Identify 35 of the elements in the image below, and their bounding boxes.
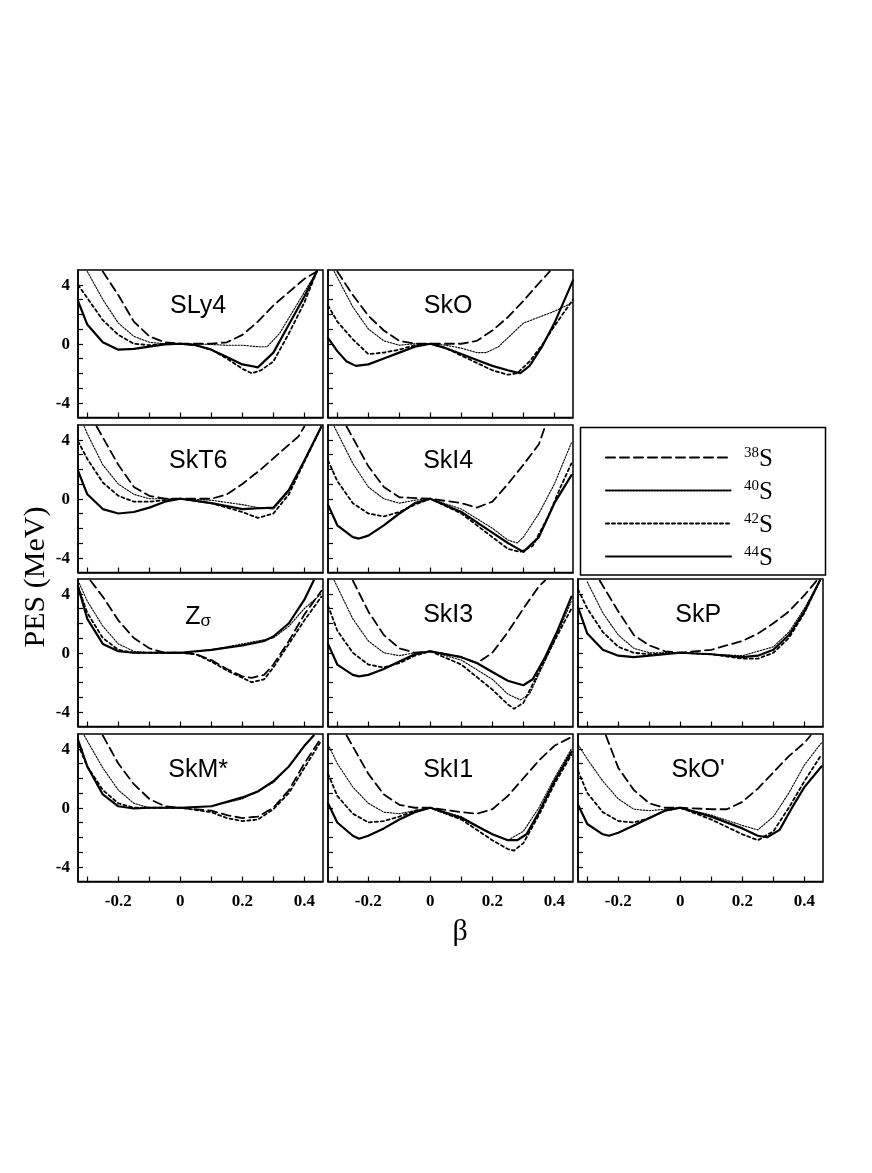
x-tick-label: 0.4: [543, 890, 566, 909]
x-tick-label: 0: [675, 890, 685, 909]
text: SkO': [670, 753, 725, 781]
y-tick-label: -4: [55, 547, 70, 567]
text: SkI4: [422, 444, 473, 472]
text: SkI1: [422, 753, 473, 781]
y-tick-label: 0: [61, 488, 70, 508]
x-axis-title: β: [452, 913, 468, 947]
text: SkI3: [422, 598, 473, 627]
y-tick-label: 4: [61, 584, 70, 604]
y-tick-label: 0: [61, 643, 70, 663]
y-tick-label: 4: [61, 275, 70, 295]
x-tick-label: 0: [175, 890, 185, 909]
x-tick-label: 0.4: [793, 890, 816, 909]
text: SLy4: [169, 289, 226, 318]
x-tick-label: -0.2: [604, 890, 632, 909]
y-tick-label: -4: [55, 393, 70, 413]
x-tick-label: 0.2: [231, 890, 253, 909]
y-tick-label: -4: [55, 702, 70, 722]
x-tick-label: 0.2: [481, 890, 503, 909]
text: SkM*: [167, 753, 228, 781]
y-tick-label: 0: [61, 334, 70, 354]
x-tick-label: 0.2: [731, 890, 753, 909]
x-tick-label: 0.4: [293, 890, 316, 909]
y-tick-label: 4: [61, 429, 70, 449]
y-tick-label: 4: [61, 738, 70, 758]
y-axis-title: PES (MeV): [17, 506, 52, 647]
x-tick-label: 0: [425, 890, 435, 909]
y-tick-label: -4: [55, 856, 70, 876]
y-tick-label: 0: [61, 797, 70, 817]
x-tick-label: -0.2: [354, 890, 382, 909]
text: SkT6: [168, 444, 227, 472]
x-tick-label: -0.2: [104, 890, 132, 909]
text: SkO: [423, 289, 472, 318]
text: SkP: [674, 598, 721, 627]
